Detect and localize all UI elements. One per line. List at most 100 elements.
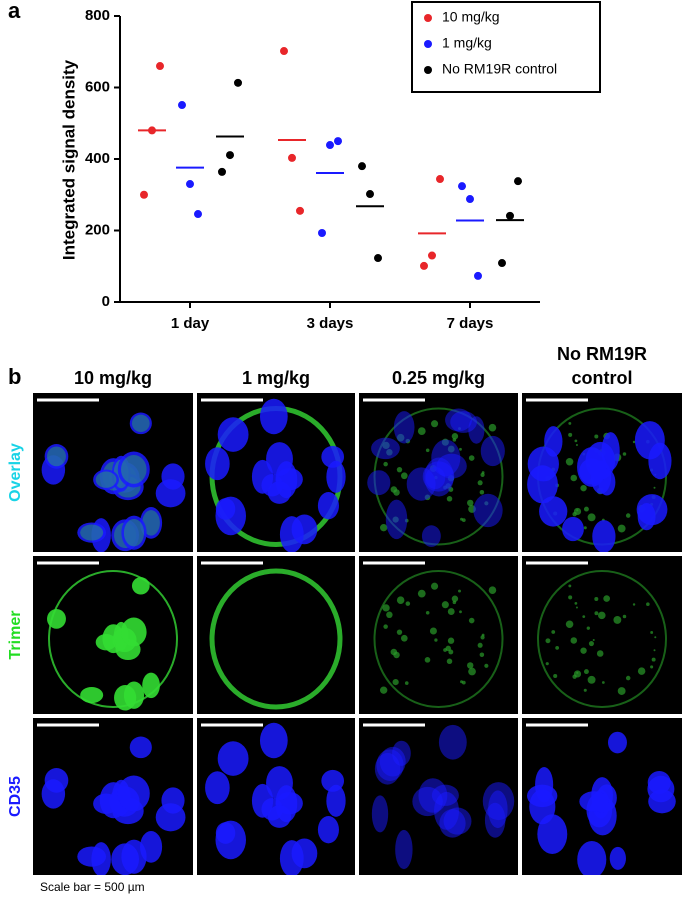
blue-blob bbox=[215, 820, 247, 860]
green-speck bbox=[622, 614, 627, 619]
green-speck bbox=[396, 629, 403, 635]
green-speck bbox=[617, 687, 626, 695]
green-speck bbox=[431, 582, 439, 590]
blue-blob bbox=[648, 442, 672, 480]
green-speck bbox=[545, 662, 549, 666]
data-point bbox=[428, 251, 436, 260]
green-speck bbox=[575, 443, 578, 447]
green-speck bbox=[594, 434, 599, 439]
data-point bbox=[148, 126, 156, 135]
legend-label: 1 mg/kg bbox=[442, 35, 492, 51]
blue-blob bbox=[592, 520, 616, 552]
data-point bbox=[140, 190, 148, 199]
data-point bbox=[280, 47, 288, 56]
blue-blob bbox=[445, 408, 473, 432]
data-point bbox=[514, 177, 522, 186]
blue-blob bbox=[636, 494, 668, 526]
blue-blob bbox=[205, 771, 230, 805]
green-speck bbox=[592, 638, 595, 642]
green-speck bbox=[400, 472, 408, 480]
blue-blob bbox=[443, 807, 472, 835]
legend-marker bbox=[424, 14, 432, 22]
blue-blob bbox=[421, 525, 441, 547]
green-speck bbox=[390, 486, 398, 493]
green-speck bbox=[580, 484, 587, 492]
blue-blob bbox=[577, 447, 607, 487]
green-speck bbox=[572, 511, 577, 517]
image-bg bbox=[522, 556, 682, 714]
row-label: CD35 bbox=[7, 776, 24, 817]
green-speck bbox=[443, 648, 447, 652]
green-speck bbox=[565, 620, 574, 629]
green-speck bbox=[479, 489, 485, 495]
y-tick-label: 600 bbox=[85, 78, 110, 95]
green-speck bbox=[481, 471, 485, 474]
blue-blob bbox=[215, 496, 247, 536]
x-tick-label: 7 days bbox=[447, 315, 494, 332]
green-ring bbox=[537, 570, 667, 708]
data-point bbox=[466, 195, 474, 204]
green-speck bbox=[653, 649, 656, 652]
micrograph bbox=[522, 556, 682, 714]
y-tick-label: 400 bbox=[85, 150, 110, 167]
green-speck bbox=[431, 420, 439, 428]
blue-blob bbox=[117, 451, 150, 488]
micrograph bbox=[359, 718, 518, 875]
caption: Scale bar = 500 µm bbox=[40, 880, 145, 894]
blue-blob bbox=[326, 460, 346, 493]
blue-blob bbox=[129, 736, 152, 759]
blue-blob bbox=[376, 749, 404, 782]
green-speck bbox=[568, 595, 573, 600]
data-point bbox=[358, 162, 366, 171]
blue-blob bbox=[259, 722, 288, 759]
green-speck bbox=[468, 667, 476, 676]
green-speck bbox=[425, 610, 430, 615]
blue-blob bbox=[473, 493, 503, 528]
green-speck bbox=[565, 457, 574, 466]
green-speck bbox=[396, 596, 405, 604]
green-speck bbox=[603, 595, 610, 602]
data-point bbox=[334, 137, 342, 146]
green-blob bbox=[95, 634, 117, 651]
green-ring bbox=[373, 570, 504, 708]
green-speck bbox=[632, 440, 636, 444]
micrograph bbox=[522, 393, 682, 552]
blue-blob bbox=[577, 840, 607, 875]
x-tick-label: 3 days bbox=[307, 315, 354, 332]
blue-blob bbox=[326, 784, 346, 817]
blue-blob bbox=[609, 846, 626, 870]
legend-marker bbox=[424, 66, 432, 74]
green-speck bbox=[460, 517, 464, 521]
green-speck bbox=[570, 474, 578, 482]
blue-blob bbox=[537, 814, 568, 855]
data-point bbox=[234, 78, 242, 87]
green-speck bbox=[632, 603, 636, 606]
micrograph bbox=[359, 556, 518, 714]
green-speck bbox=[651, 657, 656, 662]
blue-blob bbox=[77, 522, 107, 543]
green-speck bbox=[601, 681, 605, 684]
data-point bbox=[458, 182, 466, 191]
green-speck bbox=[586, 626, 590, 630]
blue-blob bbox=[367, 470, 391, 496]
y-tick-label: 0 bbox=[102, 293, 110, 310]
micrograph bbox=[359, 393, 518, 552]
y-tick-label: 200 bbox=[85, 221, 110, 238]
blue-blob bbox=[266, 766, 293, 800]
blue-blob bbox=[321, 769, 345, 792]
column-header: 10 mg/kg bbox=[73, 368, 153, 388]
data-point bbox=[288, 153, 296, 162]
green-speck bbox=[568, 432, 573, 437]
x-tick-label: 1 day bbox=[171, 315, 210, 332]
green-speck bbox=[458, 589, 461, 593]
blue-blob bbox=[93, 469, 119, 490]
green-speck bbox=[597, 611, 606, 620]
blue-blob bbox=[251, 783, 274, 818]
data-point bbox=[194, 210, 202, 219]
green-speck bbox=[650, 665, 654, 669]
green-speck bbox=[580, 647, 587, 654]
green-blob bbox=[123, 681, 145, 709]
blue-blob bbox=[155, 479, 186, 508]
